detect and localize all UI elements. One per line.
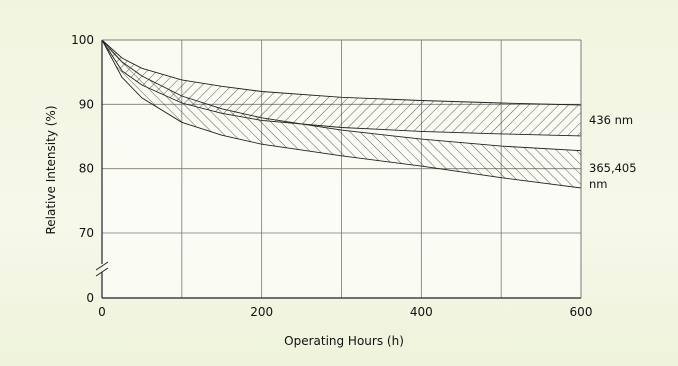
x-axis-label: Operating Hours (h) [284, 334, 404, 348]
tick-labels: 0 200 400 600 0 70 80 90 100 [71, 33, 592, 319]
series-label-365-405-line1: 365,405 [589, 161, 637, 175]
series-label-436: 436 nm [589, 113, 633, 127]
x-tick-label: 400 [410, 305, 433, 319]
y-tick-label: 70 [79, 226, 94, 240]
x-tick-label: 600 [570, 305, 593, 319]
x-tick-label: 200 [250, 305, 273, 319]
axis-break-mark [95, 261, 109, 277]
y-tick-label: 100 [71, 33, 94, 47]
axes [101, 39, 582, 299]
x-tick-label: 0 [98, 305, 106, 319]
series-label-365-405-line2: nm [589, 177, 608, 191]
y-axis-label: Relative Intensity (%) [44, 105, 58, 234]
y-tick-label: 80 [79, 162, 94, 176]
y-tick-label: 90 [79, 97, 94, 111]
y-tick-label: 0 [86, 291, 94, 305]
